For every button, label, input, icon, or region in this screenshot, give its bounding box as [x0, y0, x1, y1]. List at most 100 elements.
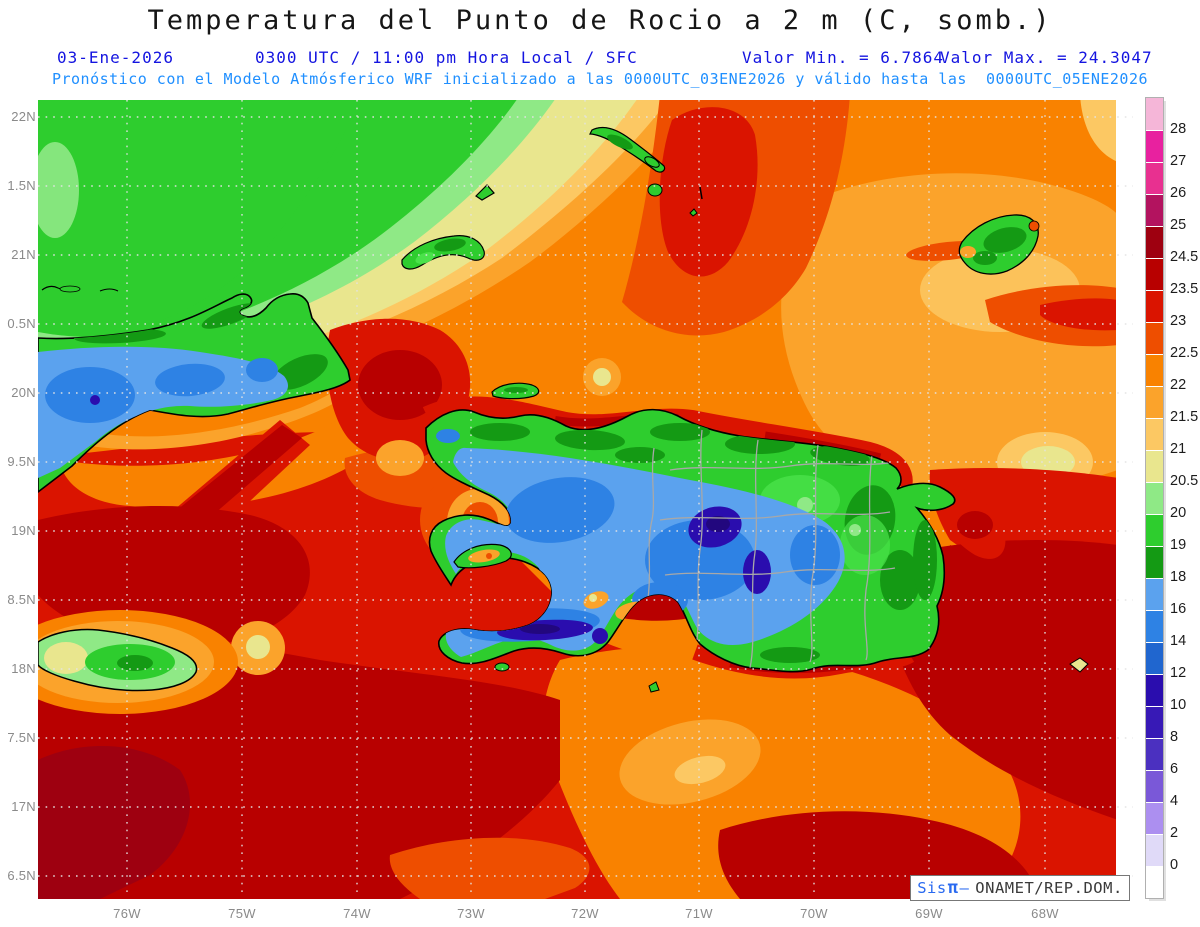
colorbar-label-6: 6 [1170, 761, 1179, 777]
map-plot-area [38, 100, 1116, 899]
colorbar-label-25: 25 [1170, 217, 1187, 233]
value-min: Valor Min. = 6.7864 [742, 48, 945, 67]
colorbar-segment-3 [1146, 194, 1163, 226]
colorbar-segment-24 [1146, 866, 1163, 898]
colorbar-segment-1 [1146, 130, 1163, 162]
lon-label-70W: 70W [800, 906, 828, 921]
colorbar-label-20.5: 20.5 [1170, 473, 1199, 489]
colorbar-label-14: 14 [1170, 633, 1187, 649]
ocean-south-red [38, 383, 1116, 899]
colorbar-label-26: 26 [1170, 185, 1187, 201]
colorbar-segment-11 [1146, 450, 1163, 482]
lat-label-9.5N: 9.5N [7, 454, 36, 469]
thin-cay [699, 186, 703, 200]
colorbar-segment-16 [1146, 610, 1163, 642]
colorbar-label-12: 12 [1170, 665, 1187, 681]
lon-label-73W: 73W [457, 906, 485, 921]
colorbar-segment-0 [1146, 98, 1163, 130]
colorbar-segment-7 [1146, 322, 1163, 354]
watermark-pi-icon: π [947, 878, 959, 898]
haiti-islands [453, 382, 1089, 693]
watermark-dash: – [959, 879, 970, 897]
lon-label-71W: 71W [685, 906, 713, 921]
lat-label-8.5N: 8.5N [7, 592, 36, 607]
model-init-line: Pronóstico con el Modelo Atmósferico WRF… [51, 70, 1149, 88]
lat-label-17N: 17N [11, 799, 36, 814]
colorbar-segment-18 [1146, 674, 1163, 706]
forecast-date: 03-Ene-2026 [57, 48, 174, 67]
colorbar-segment-23 [1146, 834, 1163, 866]
colorbar-label-21: 21 [1170, 441, 1187, 457]
lat-label-0.5N: 0.5N [7, 316, 36, 331]
colorbar-segment-4 [1146, 226, 1163, 258]
ocean-east-red-tongue [985, 285, 1116, 347]
lon-label-72W: 72W [571, 906, 599, 921]
lat-label-7.5N: 7.5N [7, 730, 36, 745]
colorbar-label-22: 22 [1170, 377, 1187, 393]
colorbar [1146, 98, 1163, 898]
colorbar-label-28: 28 [1170, 121, 1187, 137]
saona-island [1069, 657, 1089, 673]
lat-label-22N: 22N [11, 109, 36, 124]
colorbar-label-21.5: 21.5 [1170, 409, 1199, 425]
forecast-time: 0300 UTC / 11:00 pm Hora Local / SFC [255, 48, 638, 67]
beata-island [648, 681, 660, 693]
watermark-sis: Sis [917, 879, 947, 897]
colorbar-label-0: 0 [1170, 857, 1179, 873]
colorbar-label-2: 2 [1170, 825, 1179, 841]
colorbar-segment-13 [1146, 514, 1163, 546]
colorbar-label-27: 27 [1170, 153, 1187, 169]
lon-label-68W: 68W [1031, 906, 1059, 921]
lat-label-19N: 19N [11, 523, 36, 538]
data-edge-gap [1116, 100, 1140, 899]
colorbar-segment-17 [1146, 642, 1163, 674]
watermark-box: Sis π – ONAMET/REP.DOM. [910, 875, 1130, 901]
diamond-island [475, 184, 495, 201]
page-title: Temperatura del Punto de Rocio a 2 m (C,… [147, 5, 1053, 36]
ocean-nw-bands [38, 100, 697, 381]
colorbar-label-8: 8 [1170, 729, 1179, 745]
lat-label-21N: 21N [11, 247, 36, 262]
colorbar-segment-21 [1146, 770, 1163, 802]
lon-label-69W: 69W [915, 906, 943, 921]
colorbar-label-16: 16 [1170, 601, 1187, 617]
colorbar-segment-19 [1146, 706, 1163, 738]
lon-label-76W: 76W [113, 906, 141, 921]
lat-label-1.5N: 1.5N [7, 178, 36, 193]
value-max: Valor Max. = 24.3047 [940, 48, 1153, 67]
colorbar-segment-12 [1146, 482, 1163, 514]
province-borders [647, 429, 896, 669]
colorbar-segment-22 [1146, 802, 1163, 834]
colorbar-segment-20 [1146, 738, 1163, 770]
colorbar-label-10: 10 [1170, 697, 1187, 713]
colorbar-label-18: 18 [1170, 569, 1187, 585]
colorbar-label-19: 19 [1170, 537, 1187, 553]
lon-label-74W: 74W [343, 906, 371, 921]
colorbar-label-4: 4 [1170, 793, 1179, 809]
lat-label-6.5N: 6.5N [7, 868, 36, 883]
colorbar-segment-14 [1146, 546, 1163, 578]
lat-label-20N: 20N [11, 385, 36, 400]
colorbar-label-23.5: 23.5 [1170, 281, 1199, 297]
ile-a-vache [494, 662, 510, 672]
colorbar-label-22.5: 22.5 [1170, 345, 1199, 361]
colorbar-segment-10 [1146, 418, 1163, 450]
jamaica [38, 628, 198, 692]
colorbar-label-24.5: 24.5 [1170, 249, 1199, 265]
ocean-ne-of-cuba-red [622, 100, 990, 336]
lat-label-18N: 18N [11, 661, 36, 676]
colorbar-segment-9 [1146, 386, 1163, 418]
colorbar-label-20: 20 [1170, 505, 1187, 521]
bahamas-islands [401, 127, 1040, 275]
cuba [38, 285, 351, 494]
colorbar-segment-8 [1146, 354, 1163, 386]
colorbar-segment-15 [1146, 578, 1163, 610]
lon-label-75W: 75W [228, 906, 256, 921]
colorbar-segment-6 [1146, 290, 1163, 322]
colorbar-label-23: 23 [1170, 313, 1187, 329]
watermark-org: ONAMET/REP.DOM. [975, 879, 1123, 897]
colorbar-segment-2 [1146, 162, 1163, 194]
colorbar-segment-5 [1146, 258, 1163, 290]
